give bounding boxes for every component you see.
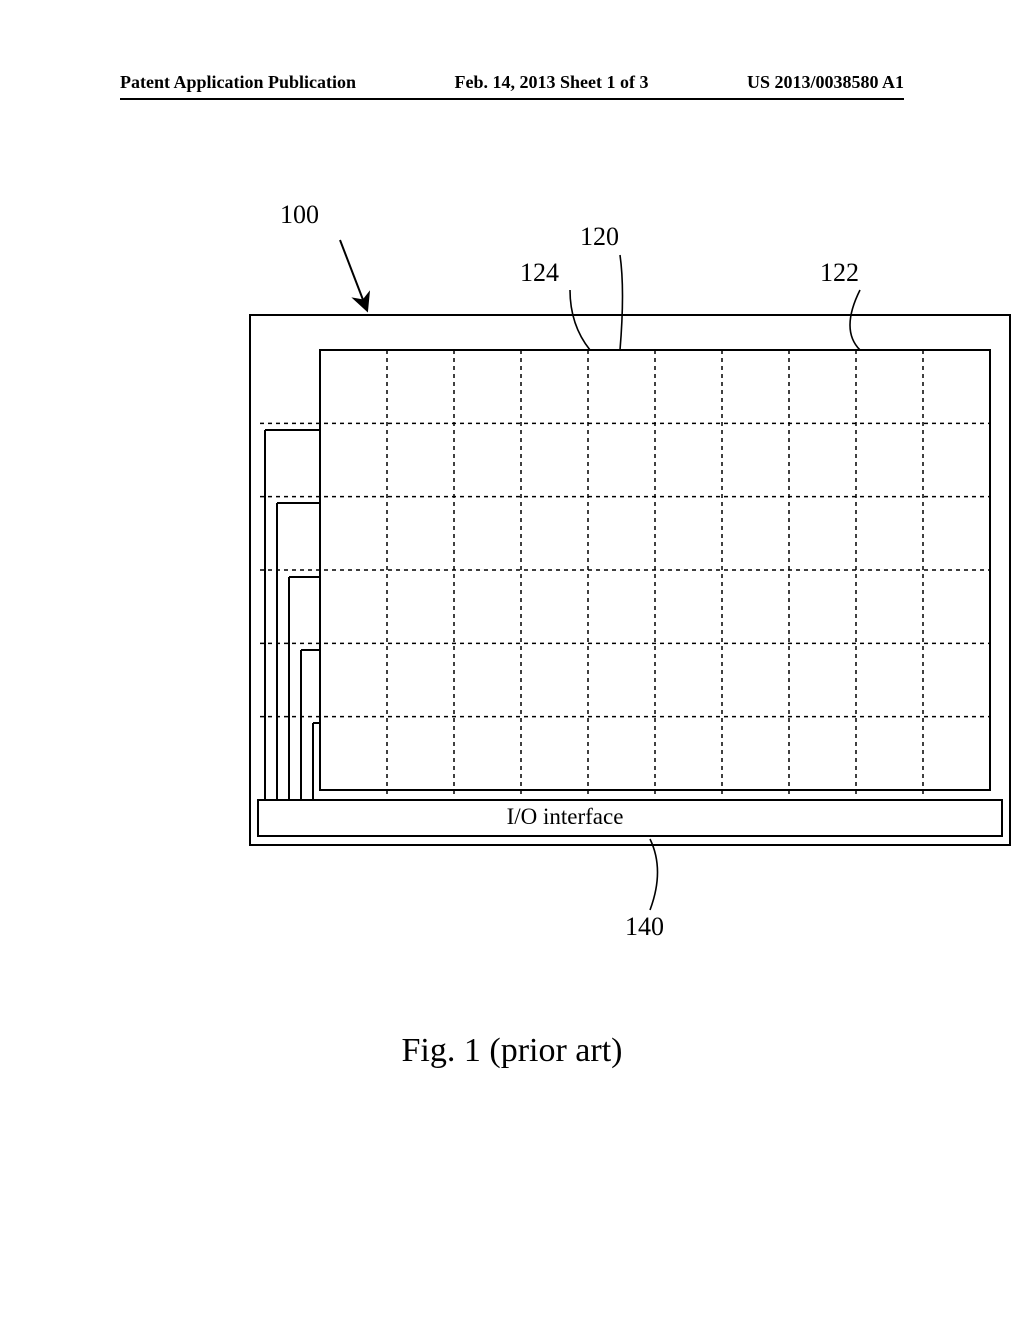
header-right: US 2013/0038580 A1 (747, 72, 904, 93)
page: Patent Application Publication Feb. 14, … (0, 0, 1024, 1320)
header-left: Patent Application Publication (120, 72, 356, 93)
figure-caption: Fig. 1 (prior art) (0, 1032, 1024, 1070)
page-header: Patent Application Publication Feb. 14, … (120, 72, 904, 93)
header-center: Feb. 14, 2013 Sheet 1 of 3 (455, 72, 649, 93)
figure-area: 100 120 124 122 140 I/O interface (120, 190, 904, 1120)
header-rule (120, 98, 904, 100)
io-interface-label: I/O interface (120, 804, 1010, 830)
diagram (120, 190, 1020, 970)
